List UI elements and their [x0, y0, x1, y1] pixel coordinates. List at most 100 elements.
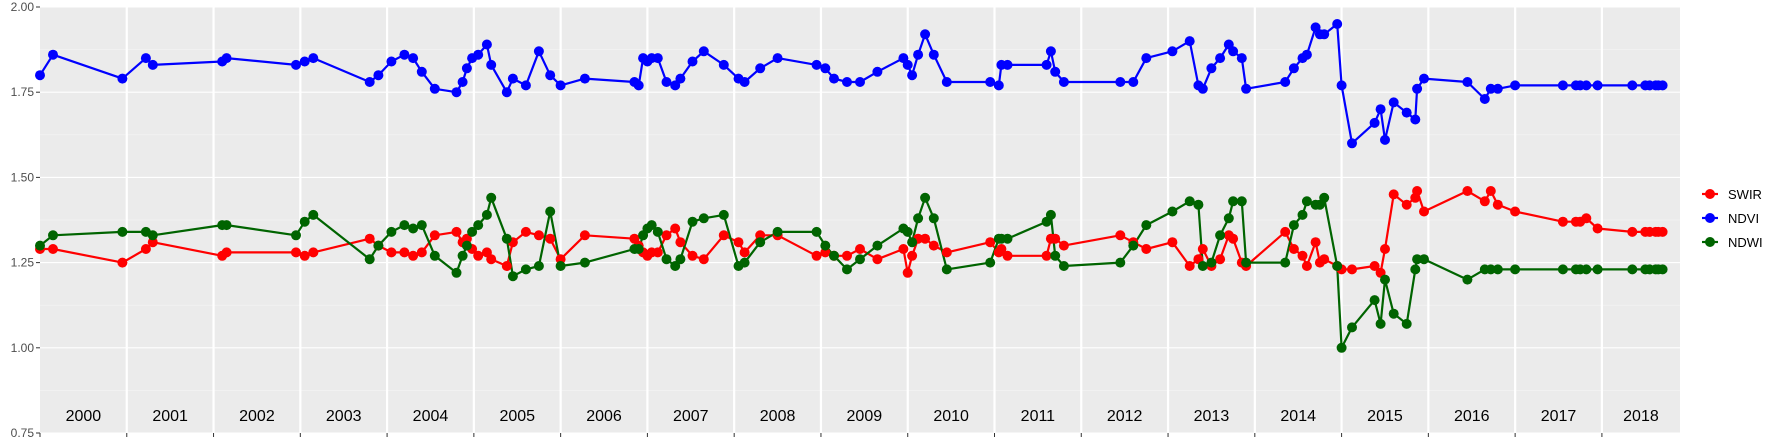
data-point-swir	[1310, 237, 1321, 248]
data-point-ndwi	[941, 264, 952, 275]
data-point-swir	[928, 240, 939, 251]
data-point-swir	[652, 247, 663, 258]
data-point-ndvi	[872, 66, 883, 77]
data-point-ndwi	[1375, 318, 1386, 329]
data-point-ndwi	[1128, 240, 1139, 251]
data-point-ndvi	[718, 59, 729, 70]
data-point-swir	[501, 261, 512, 271]
data-point-swir	[1419, 206, 1429, 217]
data-point-ndvi	[1412, 83, 1423, 94]
data-point-swir	[811, 250, 822, 261]
data-point-ndwi	[308, 209, 319, 220]
data-point-ndvi	[755, 63, 766, 74]
data-point-ndwi	[1050, 250, 1061, 261]
data-point-swir	[1141, 244, 1152, 254]
data-point-ndvi	[1206, 63, 1217, 74]
data-point-swir	[1401, 199, 1412, 210]
data-point-ndvi	[1128, 77, 1139, 87]
data-point-ndvi	[140, 53, 151, 64]
data-point-ndwi	[1319, 192, 1330, 203]
data-point-ndwi	[48, 230, 58, 241]
data-point-ndvi	[907, 70, 918, 81]
data-point-ndvi	[1215, 53, 1226, 64]
legend-label: SWIR	[1728, 187, 1762, 202]
legend-item-swir: SWIR	[1702, 187, 1762, 202]
data-point-ndvi	[533, 46, 544, 57]
data-point-ndwi	[457, 250, 468, 261]
data-point-ndwi	[429, 250, 440, 261]
y-tick-label: 2.00	[11, 0, 35, 14]
data-point-ndvi	[429, 83, 440, 94]
data-point-ndwi	[1002, 233, 1013, 244]
data-point-ndvi	[1050, 66, 1061, 77]
data-point-ndwi	[35, 240, 45, 251]
data-point-ndwi	[829, 250, 839, 261]
data-point-ndwi	[1288, 220, 1299, 231]
data-point-ndvi	[1288, 63, 1299, 74]
data-point-ndvi	[364, 77, 375, 87]
grid-major	[40, 6, 1680, 434]
year-label-2005: 2005	[499, 408, 535, 425]
data-point-ndvi	[457, 77, 468, 87]
data-point-swir	[1301, 261, 1312, 271]
y-tick-label: 1.00	[11, 341, 35, 355]
data-point-ndwi	[451, 267, 462, 278]
data-point-ndvi	[1041, 59, 1052, 70]
data-point-swir	[1115, 230, 1126, 241]
data-point-swir	[1479, 196, 1490, 207]
data-point-ndvi	[1347, 138, 1357, 149]
data-point-ndwi	[117, 226, 128, 237]
data-point-swir	[1627, 226, 1638, 237]
data-point-ndvi	[855, 77, 865, 87]
data-point-ndvi	[1419, 73, 1429, 84]
data-point-ndvi	[1336, 80, 1347, 91]
data-point-ndvi	[1388, 97, 1399, 108]
data-point-ndwi	[1223, 213, 1234, 224]
data-point-swir	[1412, 186, 1423, 196]
data-point-ndvi	[1228, 46, 1239, 57]
data-point-ndvi	[545, 70, 556, 81]
year-label-2004: 2004	[413, 408, 449, 425]
data-point-swir	[1288, 244, 1299, 254]
data-point-ndwi	[1347, 322, 1357, 333]
data-point-ndvi	[993, 80, 1004, 91]
data-point-swir	[920, 233, 931, 244]
data-point-ndvi	[555, 80, 566, 91]
data-point-ndvi	[291, 59, 301, 70]
data-point-swir	[842, 250, 852, 261]
data-point-ndwi	[1401, 318, 1412, 329]
data-point-swir	[1319, 254, 1330, 265]
data-point-ndwi	[486, 192, 497, 203]
data-point-swir	[416, 247, 427, 258]
data-point-ndvi	[1410, 114, 1421, 125]
data-point-ndwi	[1141, 220, 1152, 231]
data-point-swir	[1380, 244, 1390, 254]
data-point-ndvi	[941, 77, 952, 87]
legend-item-ndwi: NDWI	[1702, 235, 1763, 250]
data-point-swir	[291, 247, 301, 258]
data-point-ndvi	[416, 66, 427, 77]
year-label-2010: 2010	[933, 408, 969, 425]
data-point-swir	[1388, 189, 1399, 200]
data-point-swir	[1197, 244, 1208, 254]
data-point-ndwi	[913, 213, 924, 224]
series-layer	[35, 19, 1668, 353]
data-point-ndwi	[1510, 264, 1521, 275]
data-point-ndwi	[1058, 261, 1069, 271]
data-point-ndvi	[48, 49, 58, 60]
data-point-ndvi	[117, 73, 128, 84]
data-point-ndwi	[698, 213, 709, 224]
data-point-ndvi	[829, 73, 839, 84]
year-label-2009: 2009	[847, 408, 883, 425]
data-point-ndvi	[1319, 29, 1330, 40]
data-point-ndwi	[1228, 196, 1239, 207]
legend-key-point	[1705, 213, 1715, 223]
data-point-ndwi	[545, 206, 556, 217]
data-point-ndvi	[842, 77, 852, 87]
data-point-ndwi	[1380, 274, 1390, 285]
data-point-ndvi	[820, 63, 831, 74]
data-point-swir	[308, 247, 319, 258]
data-point-ndwi	[1332, 261, 1343, 271]
data-point-ndvi	[670, 80, 681, 91]
data-point-ndvi	[1301, 49, 1312, 60]
